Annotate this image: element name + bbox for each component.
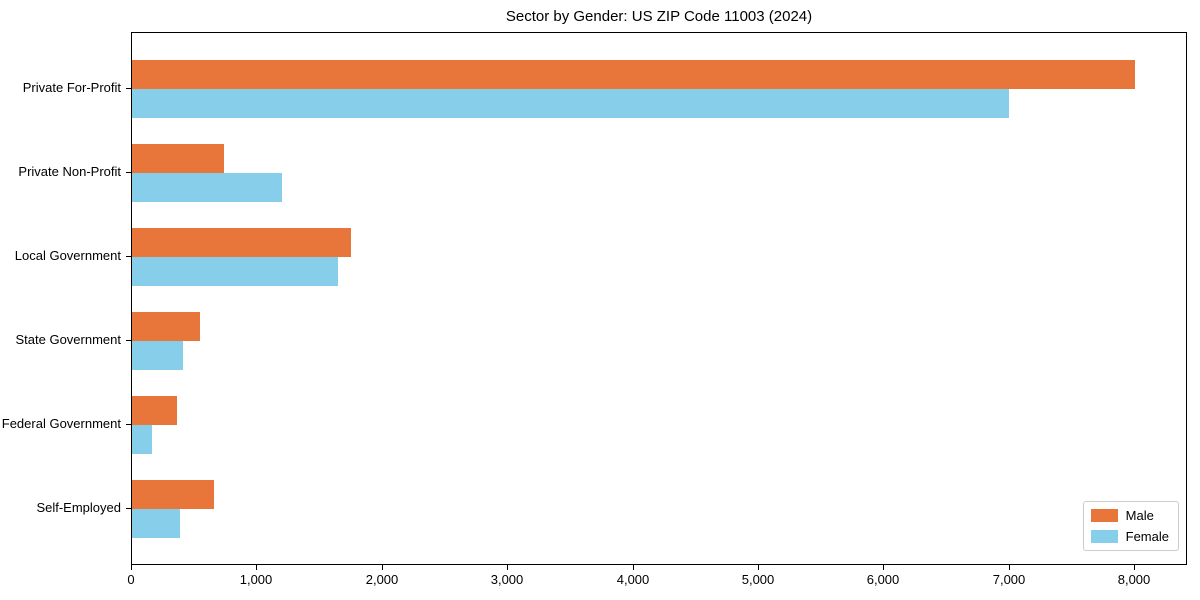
xtick-mark-5 (758, 565, 759, 570)
bar-male-1 (132, 144, 224, 173)
xtick-label-1: 1,000 (239, 572, 273, 587)
bar-female-3 (132, 341, 183, 370)
bar-male-0 (132, 60, 1135, 89)
bar-female-5 (132, 509, 180, 538)
ytick-label-0: Private For-Profit (22, 80, 121, 95)
xtick-mark-6 (883, 565, 884, 570)
plot-area: Male Female (131, 32, 1187, 565)
ytick-label-2: Local Government (14, 248, 121, 263)
xtick-label-8: 8,000 (1117, 572, 1151, 587)
xtick-mark-8 (1134, 565, 1135, 570)
bar-male-4 (132, 396, 177, 425)
xtick-label-5: 5,000 (741, 572, 775, 587)
ytick-mark-4 (126, 424, 131, 425)
ytick-label-1: Private Non-Profit (18, 164, 121, 179)
xtick-mark-4 (633, 565, 634, 570)
legend: Male Female (1082, 501, 1179, 551)
legend-item-female: Female (1090, 529, 1169, 544)
bar-female-0 (132, 89, 1009, 118)
ytick-mark-3 (126, 340, 131, 341)
ytick-label-4: Federal Government (1, 416, 121, 431)
xtick-mark-3 (507, 565, 508, 570)
chart-title: Sector by Gender: US ZIP Code 11003 (202… (505, 8, 813, 25)
legend-item-male: Male (1090, 508, 1169, 523)
xtick-label-7: 7,000 (992, 572, 1026, 587)
bar-female-2 (132, 257, 338, 286)
ytick-mark-1 (126, 172, 131, 173)
legend-label-male: Male (1125, 508, 1154, 523)
legend-swatch-male (1090, 509, 1118, 522)
bar-female-4 (132, 425, 152, 454)
legend-label-female: Female (1125, 529, 1169, 544)
ytick-mark-2 (126, 256, 131, 257)
xtick-label-3: 3,000 (490, 572, 524, 587)
xtick-mark-1 (256, 565, 257, 570)
ytick-mark-0 (126, 88, 131, 89)
ytick-label-3: State Government (15, 332, 122, 347)
bar-female-1 (132, 173, 282, 202)
bar-male-5 (132, 480, 214, 509)
xtick-label-0: 0 (127, 572, 135, 587)
bar-male-2 (132, 228, 351, 257)
xtick-label-6: 6,000 (866, 572, 900, 587)
xtick-label-4: 4,000 (616, 572, 650, 587)
ytick-label-5: Self-Employed (36, 500, 121, 515)
ytick-mark-5 (126, 508, 131, 509)
xtick-mark-2 (382, 565, 383, 570)
xtick-mark-7 (1009, 565, 1010, 570)
bar-male-3 (132, 312, 200, 341)
xtick-mark-0 (131, 565, 132, 570)
xtick-label-2: 2,000 (365, 572, 399, 587)
legend-swatch-female (1090, 530, 1118, 543)
